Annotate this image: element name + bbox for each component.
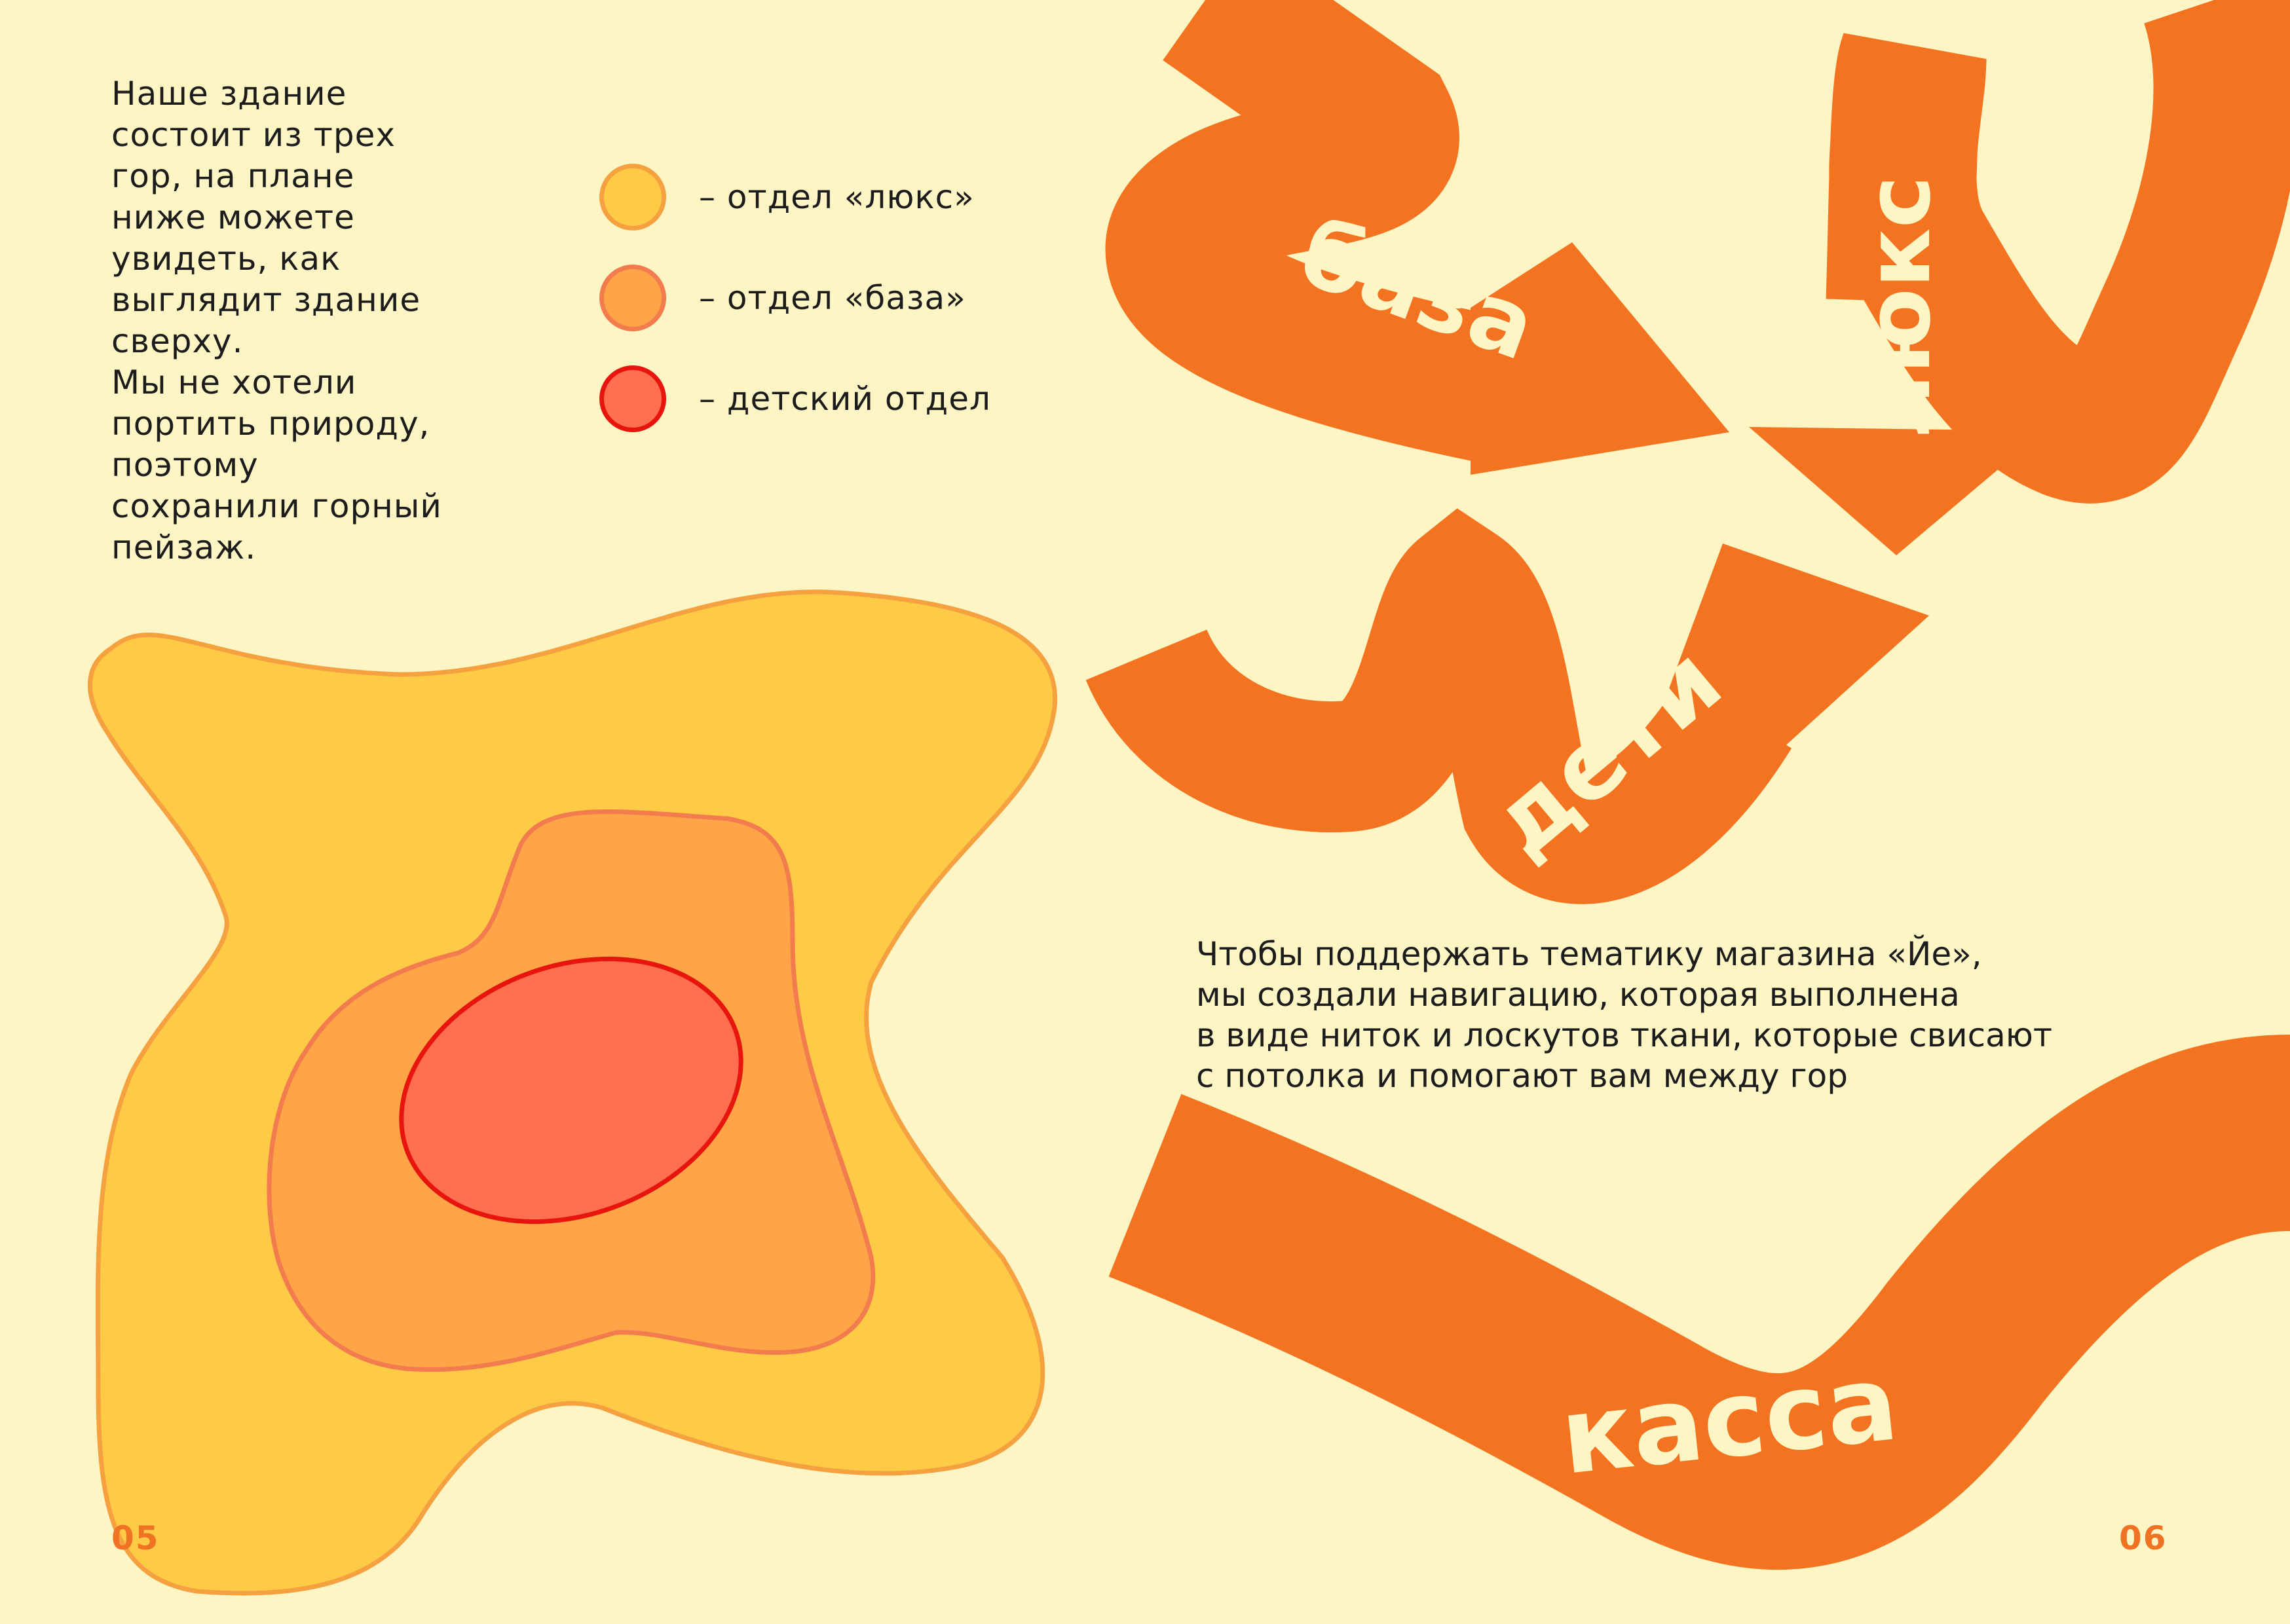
navigation-description: Чтобы поддержать тематику магазина «Йе»,…	[1196, 934, 2218, 1096]
intro-line: портить природу,	[111, 405, 430, 443]
legend-swatch-lux	[599, 164, 666, 231]
legend-item-lux: – отдел «люкс»	[599, 160, 991, 234]
legend-swatch-base	[599, 265, 666, 331]
ribbon-kids	[1085, 508, 1792, 904]
intro-line: сверху.	[111, 322, 244, 360]
page-number-right: 06	[2119, 1519, 2168, 1557]
nav-text-line: Чтобы поддержать тематику магазина «Йе»,	[1196, 935, 1982, 973]
intro-line: увидеть, как	[111, 240, 341, 278]
intro-text: Наше здание состоит из трех гор, на план…	[111, 73, 531, 568]
ribbon-lux-arrowhead	[1749, 427, 2044, 555]
ribbon-base	[1105, 0, 1522, 466]
ribbon-lux	[1826, 0, 2290, 504]
legend-label: – отдел «люкс»	[699, 178, 975, 216]
page-number-left: 05	[111, 1519, 160, 1557]
label-lux: люкс	[1847, 175, 1950, 439]
intro-line: ниже можете	[111, 198, 355, 236]
plan-zone-kids	[399, 956, 743, 1225]
intro-line: Наше здание	[111, 75, 347, 113]
intro-line: состоит из трех	[111, 116, 396, 154]
legend-label: – отдел «база»	[699, 279, 966, 317]
nav-text-line: в виде ниток и лоскутов ткани, которые с…	[1196, 1016, 2052, 1054]
intro-line: поэтому	[111, 446, 259, 484]
intro-line: пейзаж.	[111, 528, 257, 566]
legend-label: – детский отдел	[699, 380, 991, 418]
plan-legend: – отдел «люкс» – отдел «база» – детский …	[599, 160, 991, 463]
ribbon-base-arrowhead	[1471, 242, 1729, 475]
intro-line: выглядит здание	[111, 281, 421, 319]
legend-swatch-kids	[599, 365, 666, 432]
ribbon-kids-arrowhead	[1657, 544, 1929, 773]
intro-line: сохранили горный	[111, 487, 442, 525]
legend-item-kids: – детский отдел	[599, 362, 991, 435]
intro-line: Мы не хотели	[111, 363, 357, 401]
nav-text-line: с потолка и помогают вам между гор	[1196, 1057, 1848, 1095]
ribbon-checkout	[1108, 1035, 2290, 1570]
nav-text-line: мы создали навигацию, которая выполнена	[1196, 976, 1960, 1014]
legend-item-base: – отдел «база»	[599, 261, 991, 335]
intro-line: гор, на плане	[111, 157, 355, 195]
